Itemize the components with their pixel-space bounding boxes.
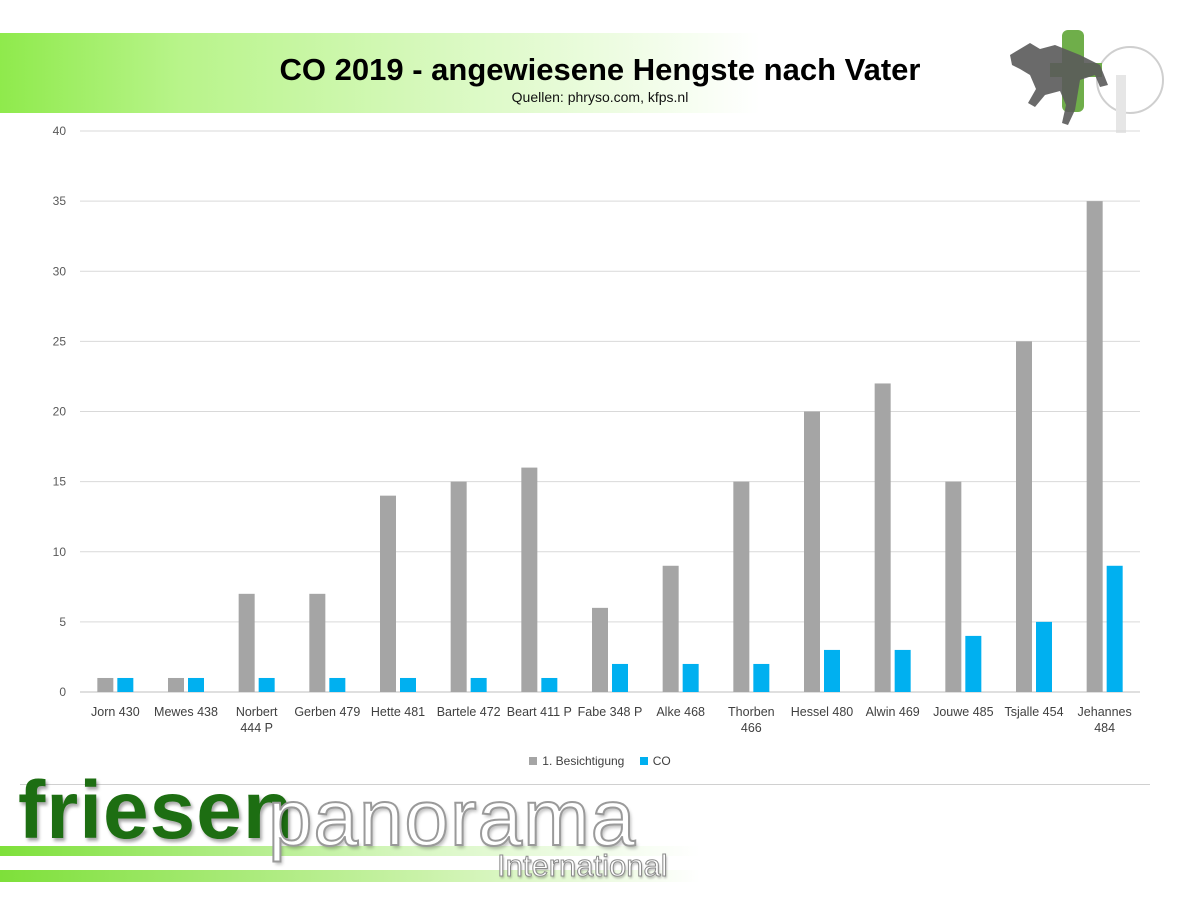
bar-series2 <box>1106 565 1123 692</box>
bar-series1 <box>450 481 467 692</box>
separator-line <box>20 784 1150 785</box>
bar-series2 <box>824 649 840 692</box>
x-axis-ticks: Jorn 430 Mewes 438 Norbert 444 P Gerben 479 H… <box>91 705 1132 735</box>
x-tick-label-line: Mewes 438 <box>154 705 218 719</box>
legend-swatch-series1 <box>529 757 538 765</box>
y-tick-label: 30 <box>53 264 67 278</box>
x-tick-label: Alwin 469 <box>866 705 920 719</box>
bar-series1 <box>380 495 396 692</box>
chart-title: CO 2019 - angewiesene Hengste nach Vater <box>279 52 921 87</box>
bar-series2 <box>470 677 487 692</box>
x-tick-label-line: Hette 481 <box>371 705 425 719</box>
x-tick-label-line: Beart 411 P <box>507 705 572 719</box>
bar-series1 <box>1016 341 1032 692</box>
bar-series2 <box>894 649 911 692</box>
x-tick-label: Jouwe 485 <box>933 705 994 719</box>
x-tick-label-line: Thorben <box>728 705 775 719</box>
bar-series1 <box>804 411 820 692</box>
x-tick-label-line: Jouwe 485 <box>933 705 994 719</box>
bar-series1 <box>238 593 255 692</box>
bar-series1 <box>97 677 114 692</box>
bar-series2 <box>612 663 628 692</box>
y-tick-label: 10 <box>53 545 67 559</box>
brand-logo-word: panorama <box>267 772 637 863</box>
bar-series2 <box>1036 621 1052 692</box>
x-tick-label: Bartele 472 <box>437 705 501 719</box>
x-tick-label-line: Fabe 348 P <box>578 705 643 719</box>
x-tick-label-line: Norbert <box>236 705 278 719</box>
x-tick-label: Jorn 430 <box>91 705 140 719</box>
x-tick-label-line: Hessel 480 <box>791 705 854 719</box>
y-tick-label: 25 <box>53 334 67 348</box>
chart-subtitle: Quellen: phryso.com, kfps.nl <box>511 89 689 105</box>
bar-series2 <box>400 677 416 692</box>
x-tick-label: Hette 481 <box>371 705 425 719</box>
y-tick-label: 0 <box>59 685 66 699</box>
bar-series1 <box>168 677 184 692</box>
bar-series2 <box>117 677 134 692</box>
x-tick-label-line: 484 <box>1094 721 1115 735</box>
x-tick-label: Mewes 438 <box>154 705 218 719</box>
legend-swatch-series2 <box>639 757 648 765</box>
bar-series1 <box>1086 201 1103 692</box>
x-tick-label-line: 466 <box>741 721 762 735</box>
bar-series2 <box>682 663 699 692</box>
x-tick-label: Hessel 480 <box>791 705 854 719</box>
bar-series1 <box>662 565 679 692</box>
y-tick-label: 40 <box>53 124 67 138</box>
x-tick-label: Tsjalle 454 <box>1004 705 1063 719</box>
bar-series2 <box>258 677 275 692</box>
bar-series1 <box>733 481 750 692</box>
bar-series2 <box>188 677 204 692</box>
x-tick-label: Alke 468 <box>656 705 705 719</box>
x-tick-label-line: Jehannes <box>1078 705 1132 719</box>
bars <box>97 201 1123 692</box>
bar-series1 <box>521 467 538 692</box>
brand-logo-word: International <box>497 848 669 884</box>
x-tick-label-line: Alwin 469 <box>866 705 920 719</box>
bar-series1 <box>945 481 962 692</box>
x-tick-label: Thorben 466 <box>728 705 775 735</box>
chart-legend: 1. Besichtigung CO <box>0 754 1200 768</box>
bar-series1 <box>874 383 891 692</box>
y-tick-label: 20 <box>53 405 67 419</box>
bar-series2 <box>541 677 558 692</box>
y-tick-label: 15 <box>53 475 67 489</box>
x-tick-label-line: Alke 468 <box>656 705 705 719</box>
horse-fp-logo-icon <box>1010 30 1169 133</box>
x-tick-label-line: Bartele 472 <box>437 705 501 719</box>
bar-series2 <box>753 663 770 692</box>
x-tick-label: Jehannes 484 <box>1078 705 1132 735</box>
bar-series2 <box>965 635 982 692</box>
x-tick-label-line: Jorn 430 <box>91 705 140 719</box>
brand-stripe <box>0 870 700 882</box>
x-tick-label-line: Gerben 479 <box>294 705 360 719</box>
x-tick-label: Beart 411 P <box>507 705 572 719</box>
legend-label-series1: 1. Besichtigung <box>542 754 625 768</box>
x-tick-label: Gerben 479 <box>294 705 360 719</box>
legend-item-series2: CO <box>639 754 671 768</box>
bar-series1 <box>309 593 326 692</box>
x-tick-label: Fabe 348 P <box>578 705 643 719</box>
brand-stripe <box>0 846 700 856</box>
legend-label-series2: CO <box>652 754 671 768</box>
y-tick-label: 35 <box>53 194 67 208</box>
x-tick-label-line: 444 P <box>240 721 273 735</box>
brand-logo-word: friesen <box>18 765 294 856</box>
x-tick-label: Norbert 444 P <box>236 705 278 735</box>
legend-item-series1: 1. Besichtigung <box>529 754 624 768</box>
bar-series1 <box>592 607 608 692</box>
x-tick-label-line: Tsjalle 454 <box>1004 705 1063 719</box>
y-axis-ticks: 0 5 10 15 20 25 30 35 40 <box>53 124 67 699</box>
header-band <box>0 33 1200 113</box>
gridlines <box>80 130 1140 693</box>
bar-series2 <box>329 677 346 692</box>
y-tick-label: 5 <box>59 615 66 629</box>
